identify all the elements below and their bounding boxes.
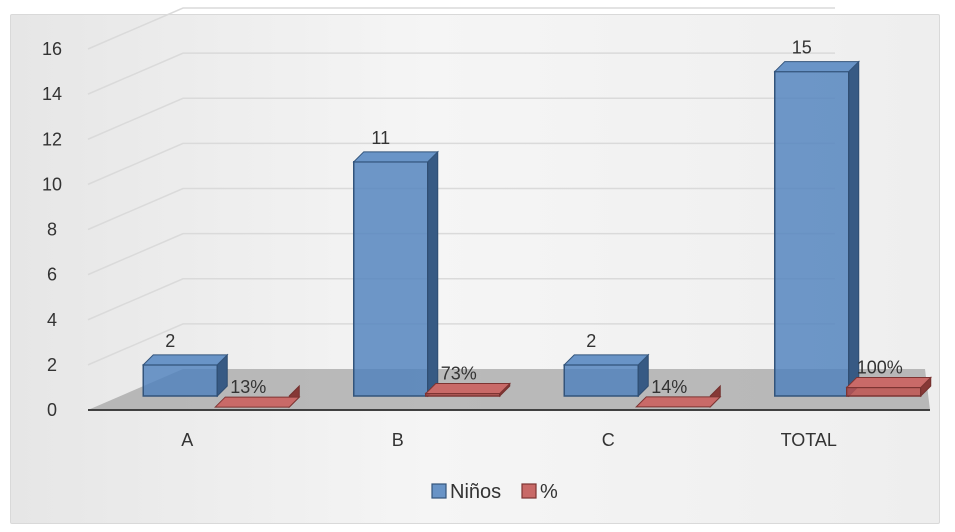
y-tick-label: 4 <box>47 310 57 330</box>
gridline <box>87 232 835 276</box>
legend-label: Niños <box>450 481 501 503</box>
bar-pct-front <box>846 386 922 397</box>
bar-ninos-top <box>563 354 650 366</box>
y-tick-label: 6 <box>47 265 57 285</box>
bar-ninos <box>142 353 229 398</box>
gridline <box>87 7 835 50</box>
data-label-pct: 100% <box>857 357 903 377</box>
bar-pct-top <box>424 383 511 395</box>
bar-ninos-front <box>142 364 218 397</box>
bar-ninos-top <box>352 151 439 163</box>
legend-swatch <box>521 483 537 499</box>
data-label-ninos: 2 <box>586 331 596 351</box>
y-tick-label: 12 <box>42 129 62 149</box>
gridline <box>87 97 835 140</box>
legend-swatch <box>431 483 447 499</box>
bar-pct-top <box>214 396 301 408</box>
bar-ninos-side <box>427 150 439 398</box>
bar-pct <box>424 382 511 398</box>
bar-pct <box>214 384 301 409</box>
legend-label: % <box>540 481 558 503</box>
x-category-label: A <box>181 430 193 450</box>
data-label-ninos: 11 <box>371 128 390 148</box>
x-category-label: C <box>602 430 615 450</box>
y-tick-label: 2 <box>47 355 57 375</box>
gridline <box>87 142 835 186</box>
bar-pct <box>845 376 932 398</box>
data-label-pct: 13% <box>230 377 266 397</box>
x-category-label: B <box>392 430 404 450</box>
gridline <box>87 52 835 95</box>
bar-pct-top <box>635 396 722 408</box>
x-category-label: TOTAL <box>781 430 837 450</box>
y-tick-label: 14 <box>42 84 62 104</box>
bar-ninos <box>563 353 650 398</box>
gridline <box>87 187 835 231</box>
data-label-pct: 73% <box>441 364 477 384</box>
bar-ninos <box>773 60 860 398</box>
y-tick-label: 0 <box>47 400 57 420</box>
y-tick-label: 8 <box>47 220 57 240</box>
bar-ninos-side <box>848 60 860 398</box>
bar-ninos-front <box>563 364 639 397</box>
bar-pct-top <box>845 376 932 388</box>
data-label-ninos: 15 <box>792 38 812 58</box>
bar-ninos <box>352 150 439 398</box>
y-tick-label: 10 <box>42 174 62 194</box>
bar-ninos-top <box>142 354 229 366</box>
gridline <box>87 278 835 321</box>
y-tick-label: 16 <box>42 39 62 59</box>
data-label-pct: 14% <box>651 377 687 397</box>
bar-ninos-front <box>353 161 429 397</box>
bar-ninos-top <box>773 61 860 73</box>
floor-plane <box>88 369 930 410</box>
data-label-ninos: 2 <box>165 331 175 351</box>
bar-pct <box>635 384 722 409</box>
bar-ninos-front <box>774 70 850 397</box>
gridline <box>87 323 835 366</box>
